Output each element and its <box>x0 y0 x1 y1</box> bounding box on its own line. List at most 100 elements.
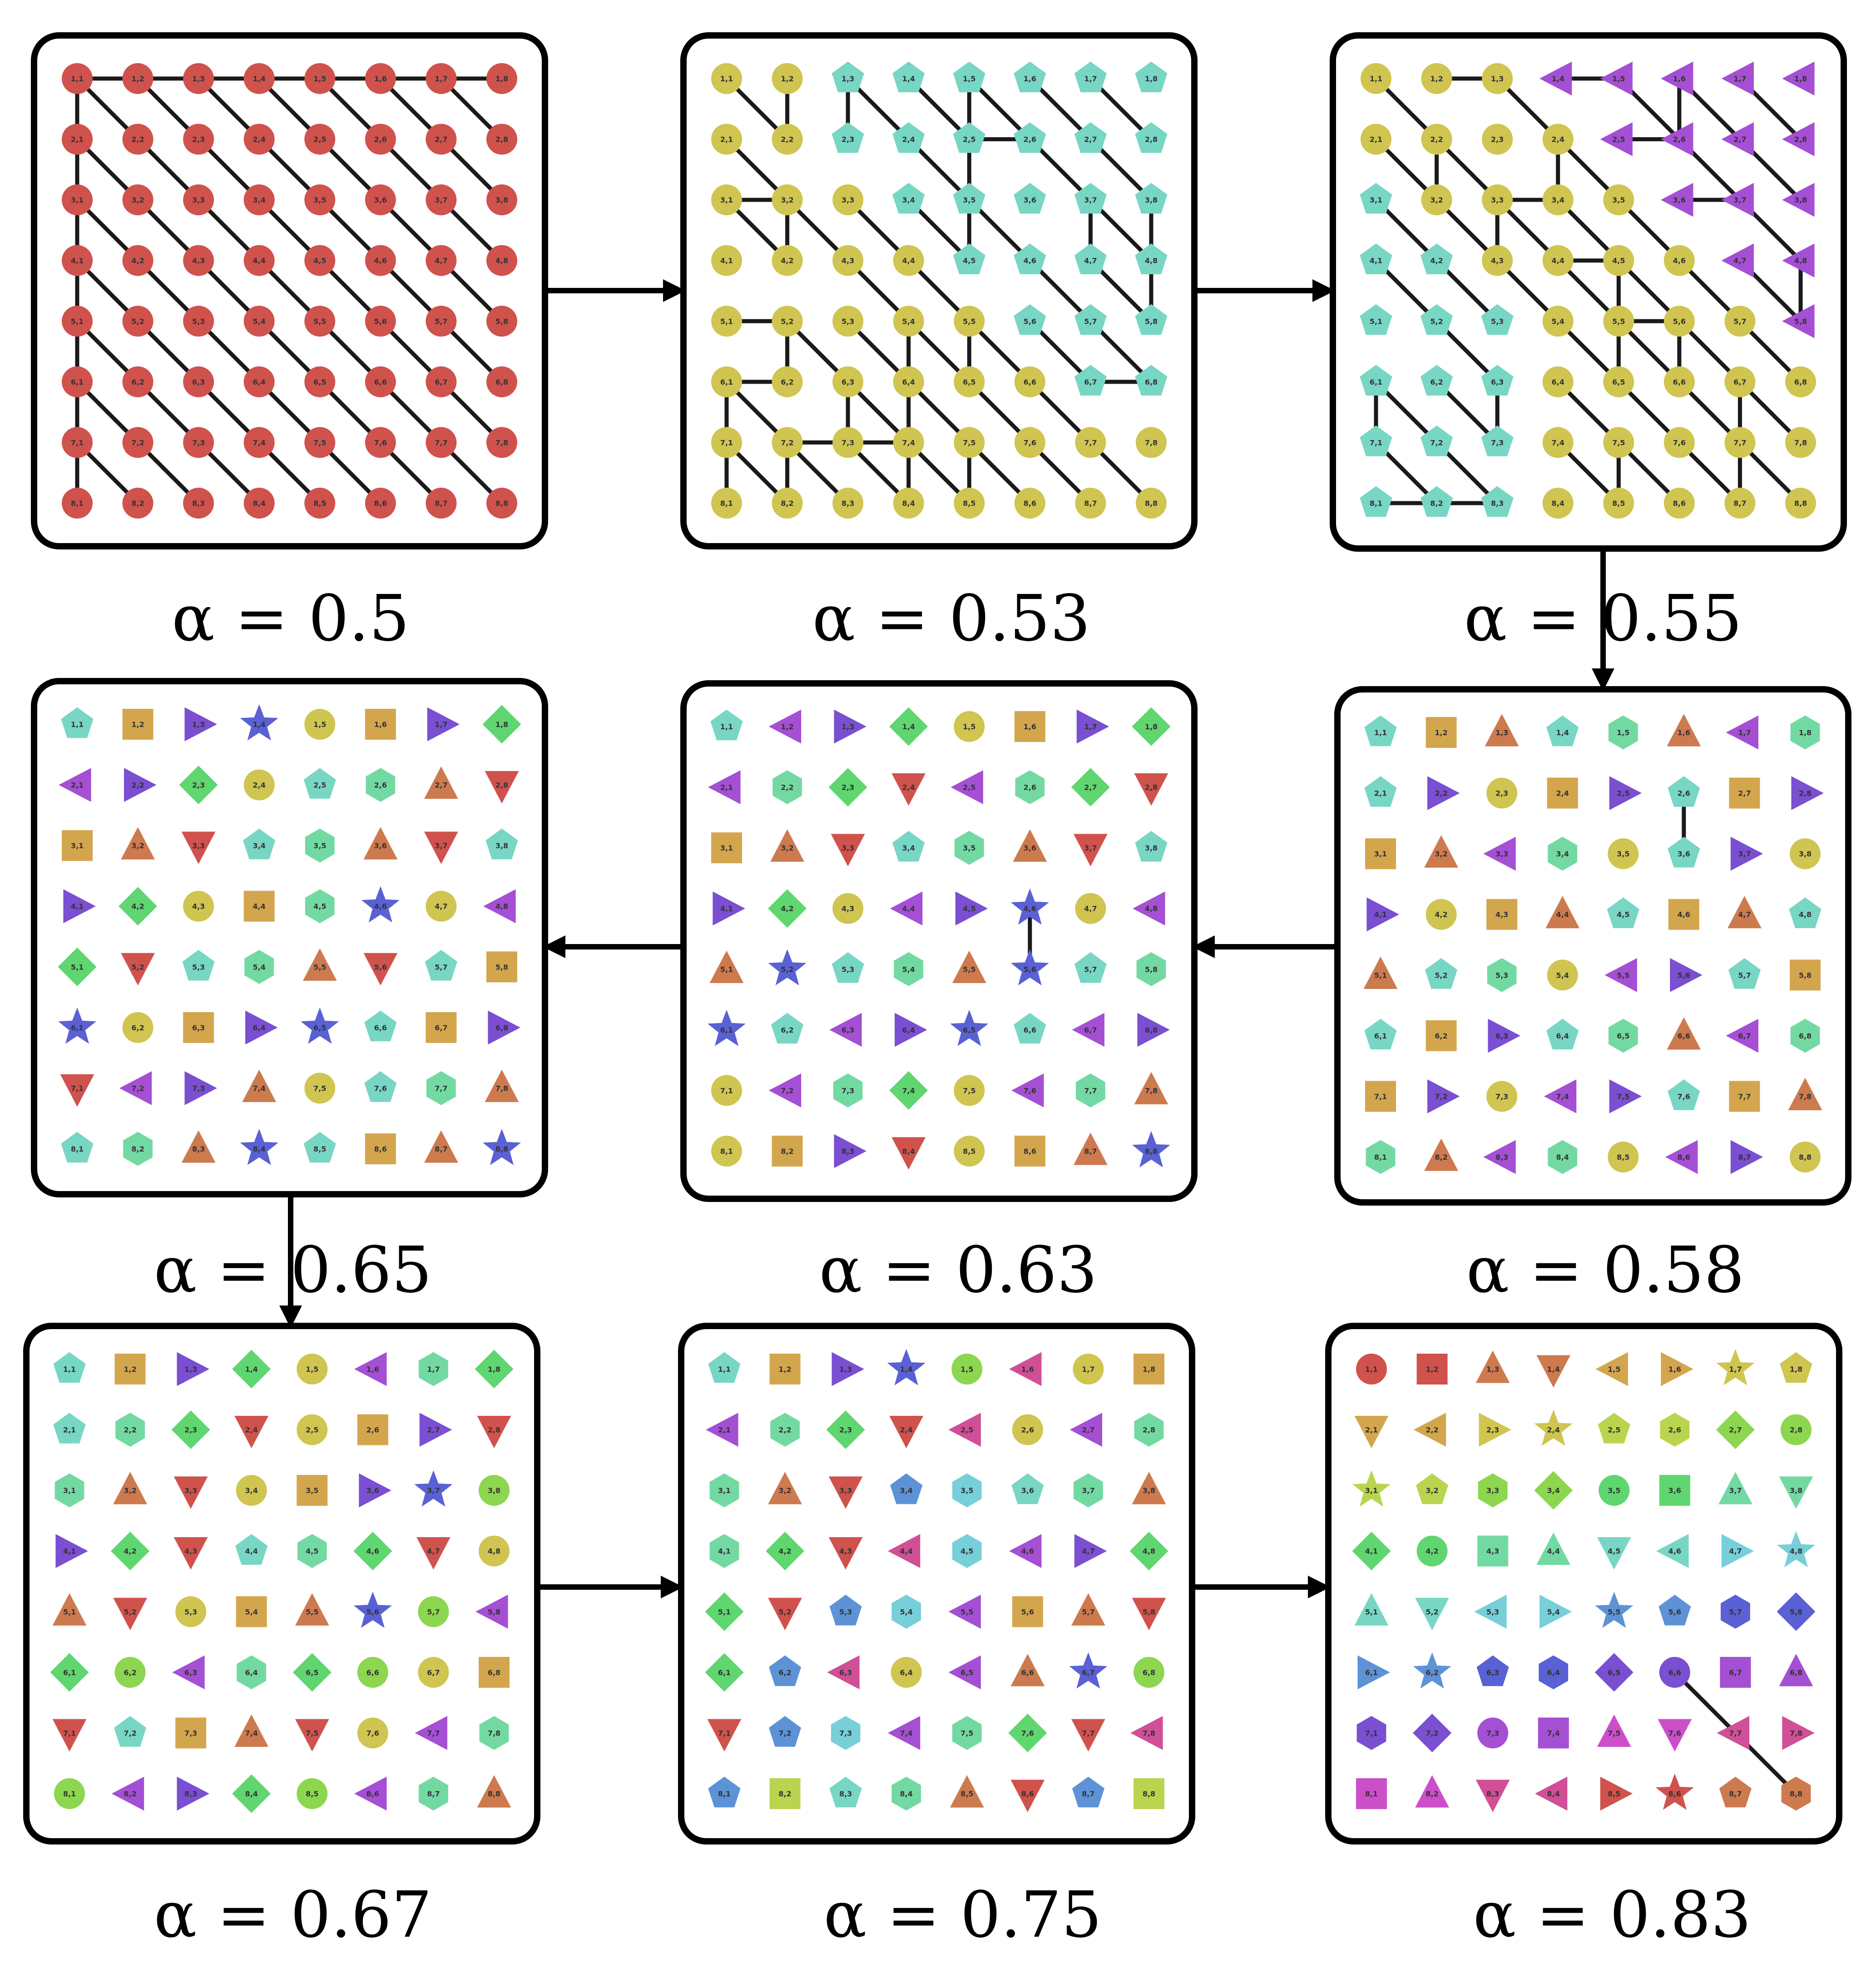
node-label: 2,5 <box>963 783 975 792</box>
graph-node <box>1136 427 1167 458</box>
graph-node <box>234 1416 269 1449</box>
node-label: 5,2 <box>124 1607 136 1616</box>
graph-node <box>711 184 742 216</box>
node-label: 6,7 <box>435 378 447 386</box>
node-label: 1,7 <box>1729 1365 1742 1374</box>
node-label: 8,2 <box>1430 499 1443 508</box>
node-label: 5,1 <box>1370 317 1382 326</box>
node-label: 4,2 <box>1430 257 1443 265</box>
graph-node <box>1788 1078 1822 1110</box>
node-label: 1,2 <box>781 722 793 731</box>
node-label: 5,5 <box>1617 971 1629 979</box>
graph-node <box>1479 1413 1511 1447</box>
graph-node <box>1074 61 1107 93</box>
node-label: 5,4 <box>902 317 915 326</box>
graph-node <box>1421 124 1452 155</box>
graph-node <box>1415 1597 1449 1631</box>
graph-node <box>952 950 986 983</box>
node-label: 1,3 <box>192 720 205 729</box>
graph-node <box>1661 183 1693 217</box>
graph-node <box>889 707 928 746</box>
node-label: 1,2 <box>1426 1365 1438 1374</box>
node-label: 4,2 <box>778 1547 791 1556</box>
graph-node <box>832 1352 864 1386</box>
node-label: 2,5 <box>306 1426 318 1434</box>
node-label: 4,7 <box>1084 257 1097 265</box>
graph-node <box>1603 366 1634 397</box>
node-label: 2,1 <box>71 781 84 790</box>
graph-node <box>486 245 517 276</box>
node-label: 8,8 <box>495 1145 508 1153</box>
graph-node <box>53 1352 86 1383</box>
node-label: 2,1 <box>720 783 733 792</box>
node-label: 8,6 <box>1668 1790 1681 1798</box>
graph-node <box>1724 427 1756 458</box>
graph-node <box>1609 776 1642 810</box>
graph-node <box>887 1716 921 1750</box>
graph-node <box>1075 427 1106 458</box>
node-label: 2,6 <box>374 781 387 790</box>
node-label: 6,1 <box>1365 1668 1378 1677</box>
node-label: 8,3 <box>1495 1153 1508 1162</box>
graph-node <box>1074 1473 1103 1508</box>
graph-node <box>1603 245 1634 276</box>
node-label: 3,4 <box>1552 196 1564 204</box>
node-label: 7,7 <box>1733 438 1746 447</box>
graph-node <box>427 707 460 742</box>
node-label: 6,2 <box>1435 1032 1447 1040</box>
panel-caption: α = 0.5 <box>172 582 410 656</box>
node-label: 6,5 <box>1617 1032 1629 1040</box>
node-label: 5,7 <box>1729 1607 1742 1616</box>
graph-node <box>243 124 275 155</box>
node-label: 6,6 <box>1678 1032 1690 1040</box>
panel-caption: α = 0.65 <box>154 1233 432 1307</box>
graph-node <box>244 949 274 984</box>
node-label: 1,8 <box>1790 1365 1802 1374</box>
nodes: 1,1 1,2 1,3 1,4 1,5 1,6 1,7 1,8 2,1 2,2 2,3 2,4 2,5 2… <box>708 707 1171 1170</box>
graph-node <box>52 1593 87 1626</box>
node-label: 7,2 <box>1430 438 1443 447</box>
node-label: 5,1 <box>71 963 84 971</box>
graph-node <box>365 245 396 276</box>
node-label: 5,7 <box>435 317 447 326</box>
node-label: 3,8 <box>1794 196 1807 204</box>
graph-node <box>953 243 985 274</box>
graph-node <box>1668 836 1700 868</box>
node-label: 6,3 <box>192 1024 205 1032</box>
node-label: 2,7 <box>1733 135 1746 144</box>
graph-node <box>297 1475 328 1506</box>
node-label: 2,5 <box>313 135 326 144</box>
node-label: 6,8 <box>1794 378 1807 386</box>
node-label: 5,3 <box>1491 317 1504 326</box>
graph-node <box>1014 61 1046 93</box>
node-label: 3,3 <box>1491 196 1504 204</box>
node-label: 7,2 <box>1426 1729 1438 1737</box>
graph-node <box>772 366 803 397</box>
node-label: 5,6 <box>1668 1607 1681 1616</box>
graph-node <box>486 124 517 155</box>
node-label: 5,7 <box>435 963 447 971</box>
graph-node <box>419 1776 448 1811</box>
graph-node <box>486 488 517 519</box>
graph-node <box>1721 61 1754 96</box>
node-label: 5,8 <box>1145 965 1158 974</box>
graph-node <box>426 306 457 337</box>
graph-node <box>834 1134 866 1168</box>
node-label: 8,1 <box>718 1790 731 1798</box>
node-label: 2,7 <box>1082 1426 1094 1434</box>
node-label: 4,2 <box>1426 1547 1438 1556</box>
graph-node <box>1546 1019 1579 1050</box>
node-label: 8,6 <box>366 1790 379 1798</box>
graph-node <box>114 1657 146 1688</box>
graph-node <box>1790 1019 1820 1053</box>
graph-node <box>953 122 985 153</box>
node-label: 3,6 <box>374 196 387 204</box>
graph-node <box>62 366 93 397</box>
node-label: 2,6 <box>1678 789 1690 798</box>
graph-node <box>1366 1140 1396 1174</box>
node-label: 2,7 <box>1729 1426 1742 1434</box>
node-label: 6,7 <box>1733 378 1746 386</box>
graph-node <box>486 366 517 397</box>
node-label: 7,4 <box>245 1729 258 1737</box>
